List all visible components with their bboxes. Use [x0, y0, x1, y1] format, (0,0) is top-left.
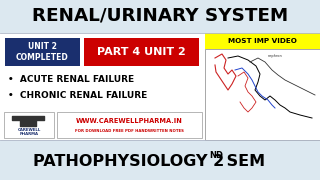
Text: ND: ND: [209, 150, 223, 159]
Text: nephron: nephron: [268, 54, 283, 58]
FancyBboxPatch shape: [0, 33, 320, 140]
FancyBboxPatch shape: [57, 112, 202, 138]
Text: RENAL/URINARY SYSTEM: RENAL/URINARY SYSTEM: [32, 7, 288, 25]
Text: CAREWELL
PHARMA: CAREWELL PHARMA: [17, 128, 41, 136]
Text: WWW.CAREWELLPHARMA.IN: WWW.CAREWELLPHARMA.IN: [76, 118, 182, 124]
Text: •  ACUTE RENAL FAILURE: • ACUTE RENAL FAILURE: [8, 75, 134, 84]
FancyBboxPatch shape: [4, 112, 54, 138]
FancyBboxPatch shape: [0, 140, 320, 180]
Text: •  CHRONIC RENAL FAILURE: • CHRONIC RENAL FAILURE: [8, 91, 147, 100]
Text: FOR DOWNLOAD FREE PDF HANDWRITTEN NOTES: FOR DOWNLOAD FREE PDF HANDWRITTEN NOTES: [75, 129, 183, 133]
Text: UNIT 2
COMPLETED: UNIT 2 COMPLETED: [16, 42, 68, 62]
Text: PART 4 UNIT 2: PART 4 UNIT 2: [97, 47, 185, 57]
FancyBboxPatch shape: [205, 49, 320, 140]
Text: SEM: SEM: [221, 154, 265, 168]
FancyBboxPatch shape: [84, 38, 199, 66]
FancyBboxPatch shape: [205, 33, 320, 49]
Text: MOST IMP VIDEO: MOST IMP VIDEO: [228, 38, 296, 44]
FancyBboxPatch shape: [5, 38, 80, 66]
Text: PATHOPHYSIOLOGY 2: PATHOPHYSIOLOGY 2: [33, 154, 224, 168]
